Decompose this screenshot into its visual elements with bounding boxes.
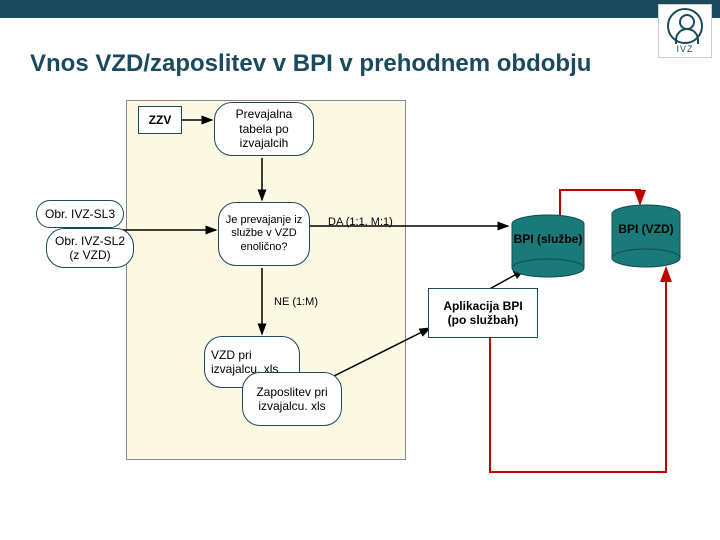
- page-title: Vnos VZD/zaposlitev v BPI v prehodnem ob…: [30, 50, 650, 78]
- top-bar: [0, 0, 720, 18]
- logo: IVZ: [658, 4, 712, 58]
- node-zzv: ZZV: [138, 106, 182, 134]
- logo-person-icon: [667, 8, 703, 44]
- node-obr-sl2: Obr. IVZ-SL2 (z VZD): [46, 228, 134, 268]
- cylinder-bpi-sluzbe-label: BPI (službe): [510, 214, 586, 246]
- edge-label-da: DA (1:1, M:1): [328, 216, 393, 228]
- edge-label-ne: NE (1:M): [274, 296, 318, 308]
- node-decision: Je prevajanje iz službe v VZD enolično?: [218, 202, 310, 266]
- cylinder-bpi-sluzbe: BPI (službe): [510, 214, 586, 278]
- diagram-canvas: ZZV Prevajalna tabela po izvajalcih Obr.…: [30, 96, 690, 496]
- cylinder-bpi-vzd: BPI (VZD): [610, 204, 682, 268]
- cylinder-bpi-vzd-label: BPI (VZD): [610, 204, 682, 236]
- node-obr-sl3: Obr. IVZ-SL3: [36, 200, 124, 228]
- node-prevajalna: Prevajalna tabela po izvajalcih: [214, 102, 314, 156]
- node-aplikacija-bpi: Aplikacija BPI (po službah): [428, 288, 538, 338]
- node-zaposlitev-xls: Zaposlitev pri izvajalcu. xls: [242, 372, 342, 426]
- logo-caption: IVZ: [676, 44, 693, 54]
